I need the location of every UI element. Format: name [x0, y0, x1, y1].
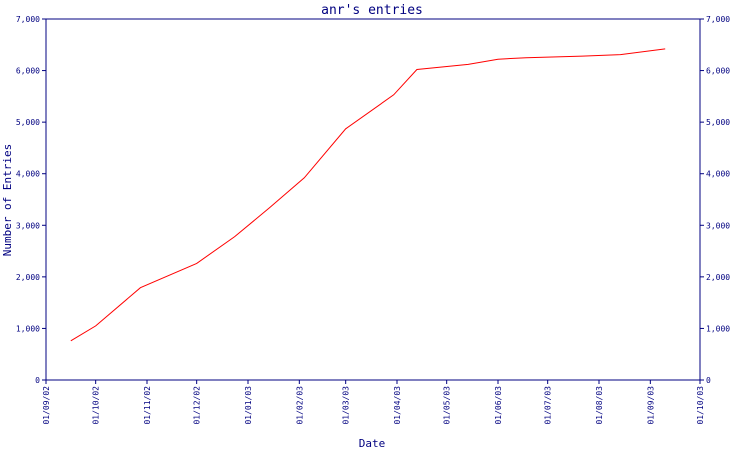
y-axis-left: 0 1,000 2,000 3,000 4,000 5,000 6,000 7,000	[16, 15, 46, 385]
data-point	[620, 54, 621, 55]
series-line	[70, 48, 666, 342]
data-point	[140, 287, 141, 288]
x-axis: 01/09/02 01/10/02 01/11/02 01/12/02 01/01/03…	[42, 380, 705, 425]
y-tick-label-right: 0	[706, 376, 711, 385]
x-tick-label: 01/06/03	[494, 386, 503, 425]
data-point	[665, 48, 666, 49]
x-tick-label: 01/01/03	[244, 386, 253, 425]
y-tick-label-right: 5,000	[706, 118, 730, 127]
data-point	[269, 207, 270, 208]
x-tick-label: 01/11/02	[143, 386, 152, 425]
x-tick-label: 01/10/02	[92, 386, 101, 425]
y-axis-right: 0 1,000 2,000 3,000 4,000 5,000 6,000 7,000	[700, 15, 730, 385]
data-point	[345, 128, 346, 129]
x-tick-label: 01/07/03	[544, 386, 553, 425]
data-point	[70, 340, 71, 341]
data-point	[582, 56, 583, 57]
data-point	[95, 325, 96, 326]
y-tick-label-left: 2,000	[16, 273, 40, 282]
y-tick-label-right: 1,000	[706, 324, 730, 333]
data-point	[468, 64, 469, 65]
y-tick-label-right: 4,000	[706, 170, 730, 179]
x-axis-label: Date	[359, 437, 386, 450]
y-tick-label-right: 7,000	[706, 15, 730, 24]
y-tick-label-right: 3,000	[706, 221, 730, 230]
y-tick-label-left: 1,000	[16, 324, 40, 333]
y-tick-label-left: 6,000	[16, 67, 40, 76]
x-tick-label: 01/05/03	[443, 386, 452, 425]
x-tick-label: 01/08/03	[595, 386, 604, 425]
x-tick-label: 01/03/03	[342, 386, 351, 425]
x-tick-label: 01/09/03	[646, 386, 655, 425]
plot-area	[45, 18, 701, 381]
y-tick-label-right: 2,000	[706, 273, 730, 282]
series-layer	[70, 48, 666, 342]
data-point	[497, 59, 498, 60]
x-tick-label: 01/10/03	[696, 386, 705, 425]
data-point	[304, 177, 305, 178]
data-point	[196, 263, 197, 264]
data-point	[526, 57, 527, 58]
x-tick-label: 01/04/03	[393, 386, 402, 425]
y-tick-label-left: 3,000	[16, 221, 40, 230]
y-tick-label-left: 5,000	[16, 118, 40, 127]
y-tick-label-left: 0	[35, 376, 40, 385]
chart-title: anr's entries	[321, 3, 423, 18]
x-tick-label: 01/09/02	[42, 386, 51, 425]
y-tick-label-left: 7,000	[16, 15, 40, 24]
y-axis-label: Number of Entries	[1, 144, 14, 257]
data-point	[393, 94, 394, 95]
data-point	[234, 236, 235, 237]
y-tick-label-right: 6,000	[706, 67, 730, 76]
y-tick-label-left: 4,000	[16, 170, 40, 179]
x-tick-label: 01/12/02	[193, 386, 202, 425]
data-point	[416, 69, 417, 70]
x-tick-label: 01/02/03	[295, 386, 304, 425]
